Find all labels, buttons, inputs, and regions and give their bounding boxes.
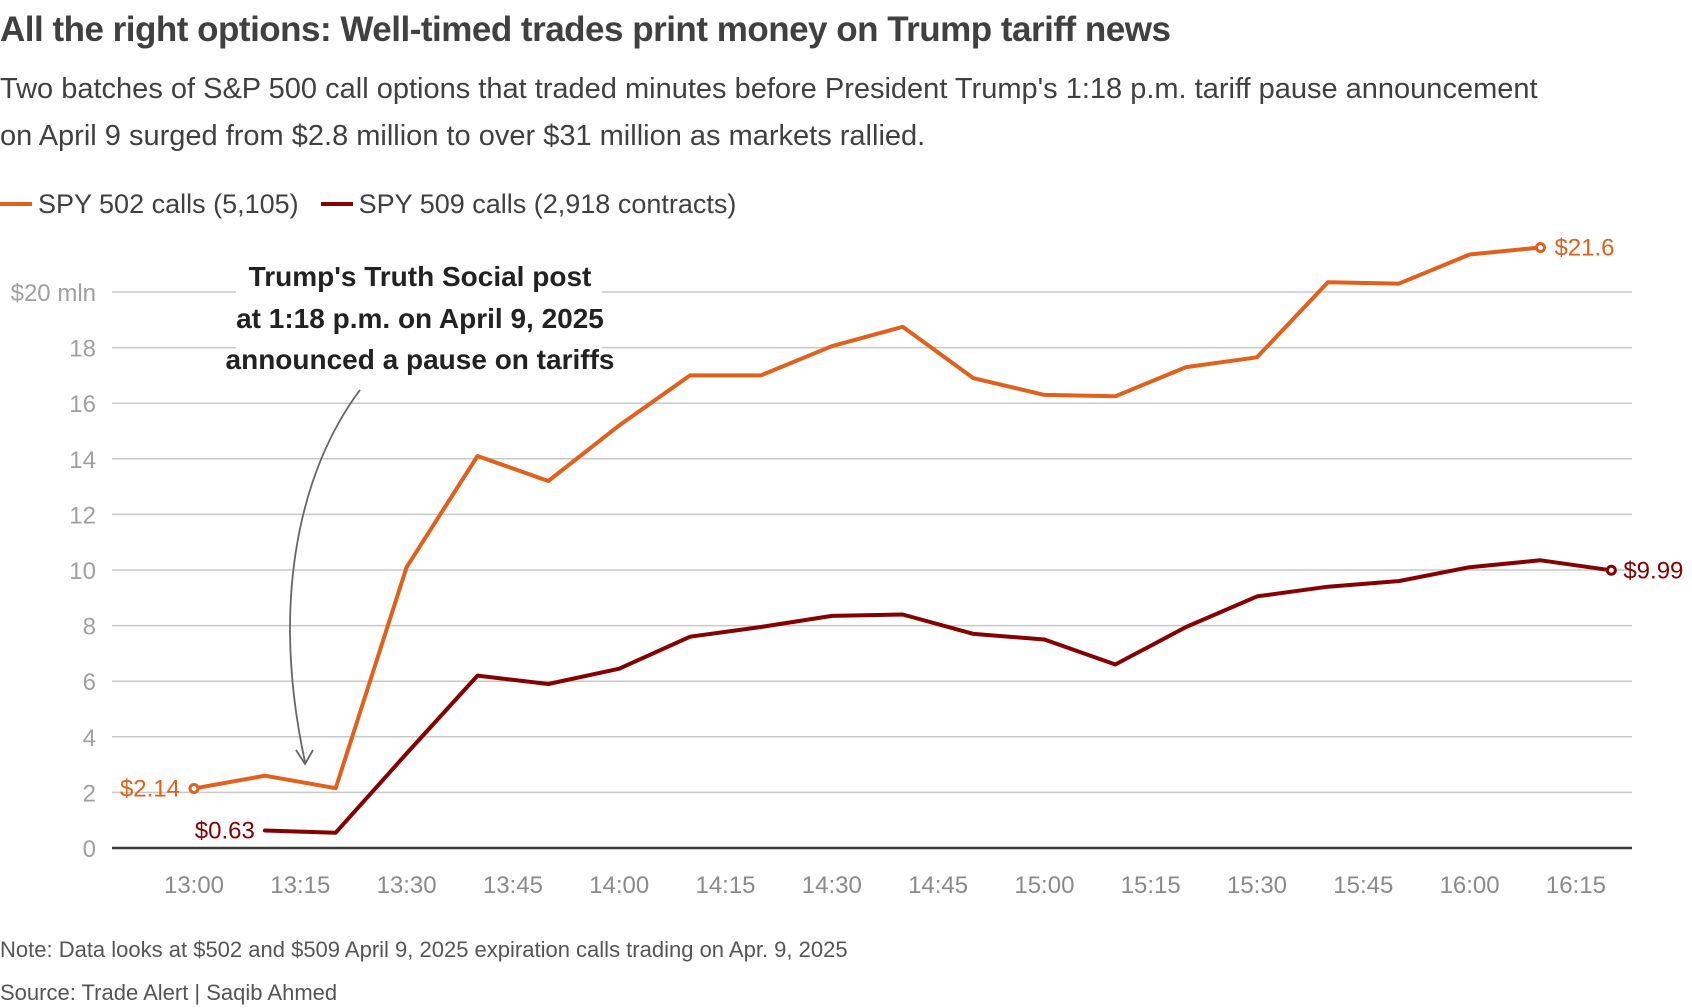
- y-tick-label: 12: [69, 502, 96, 529]
- end-marker-spy-509: [1605, 564, 1617, 576]
- footnote-note: Note: Data looks at $502 and $509 April …: [0, 937, 848, 962]
- x-tick-label: 15:45: [1333, 872, 1393, 899]
- x-tick-label: 13:30: [377, 872, 437, 899]
- series-lines: [192, 245, 1614, 835]
- y-tick-label: 8: [83, 614, 96, 641]
- gridlines: [112, 291, 1632, 850]
- arrowhead-icon: [295, 749, 314, 766]
- legend: SPY 502 calls (5,105) SPY 509 calls (2,9…: [0, 188, 758, 220]
- y-tick-label: 18: [69, 336, 96, 363]
- x-tick-label: 14:00: [589, 872, 649, 899]
- y-tick-label: 10: [69, 558, 96, 585]
- end-marker-spy-502: [1534, 242, 1546, 254]
- series-line-spy-502: [192, 245, 1543, 791]
- annotation-text-line: at 1:18 p.m. on April 9, 2025: [236, 303, 604, 334]
- x-tick-label: 13:00: [164, 872, 224, 899]
- y-tick-label: $20 mln: [11, 280, 96, 307]
- annotation-text-line: announced a pause on tariffs: [226, 344, 615, 375]
- x-tick-label: 16:00: [1440, 872, 1500, 899]
- y-tick-label: 0: [83, 836, 96, 863]
- y-tick-label: 2: [83, 780, 96, 807]
- chart-title: All the right options: Well-timed trades…: [0, 10, 1171, 49]
- x-tick-label: 14:30: [802, 872, 862, 899]
- y-tick-label: 14: [69, 447, 96, 474]
- x-tick-label: 15:30: [1227, 872, 1287, 899]
- data-labels: $2.14 $21.6 $0.63 $9.99: [120, 235, 1683, 845]
- legend-label-spy-502: SPY 502 calls (5,105): [38, 188, 299, 219]
- end-label-spy-509: $9.99: [1623, 557, 1683, 584]
- legend-swatch-spy-509: [320, 202, 353, 206]
- series-line-spy-509: [262, 558, 1614, 835]
- footnote-source: Source: Trade Alert | Saqib Ahmed: [0, 980, 338, 1005]
- y-axis-ticks: 0 2 4 6 8 10 12 14 16 18 $20 mln: [11, 280, 96, 863]
- legend-item-spy-502: SPY 502 calls (5,105): [0, 189, 299, 220]
- annotation-arrow: [289, 389, 361, 763]
- legend-item-spy-509: SPY 509 calls (2,918 contracts): [320, 188, 737, 220]
- end-label-spy-502: $21.6: [1554, 235, 1614, 262]
- x-tick-label: 13:45: [483, 872, 543, 899]
- y-tick-label: 16: [69, 391, 96, 418]
- x-tick-label: 16:15: [1546, 872, 1606, 899]
- x-tick-label: 14:15: [695, 872, 755, 899]
- y-tick-label: 6: [83, 669, 96, 696]
- start-label-spy-502: $2.14: [120, 776, 180, 803]
- x-tick-label: 14:45: [908, 872, 968, 899]
- y-tick-label: 4: [83, 725, 96, 752]
- x-tick-label: 13:15: [270, 872, 330, 899]
- annotation-background: [236, 258, 602, 380]
- x-tick-label: 15:15: [1121, 872, 1181, 899]
- annotation: Trump's Truth Social post at 1:18 p.m. on…: [226, 258, 615, 766]
- x-axis-ticks: 13:00 13:15 13:30 13:45 14:00 14:15 14:30 14:45…: [164, 872, 1606, 899]
- start-marker-spy-502: [188, 783, 200, 795]
- x-tick-label: 15:00: [1014, 872, 1074, 899]
- legend-label-spy-509: SPY 509 calls (2,918 contracts): [358, 188, 737, 219]
- start-label-spy-509: $0.63: [195, 817, 255, 844]
- chart-subtitle: Two batches of S&P 500 call options that…: [0, 73, 1538, 152]
- legend-swatch-spy-502: [0, 202, 32, 206]
- annotation-text-line: Trump's Truth Social post: [249, 261, 592, 292]
